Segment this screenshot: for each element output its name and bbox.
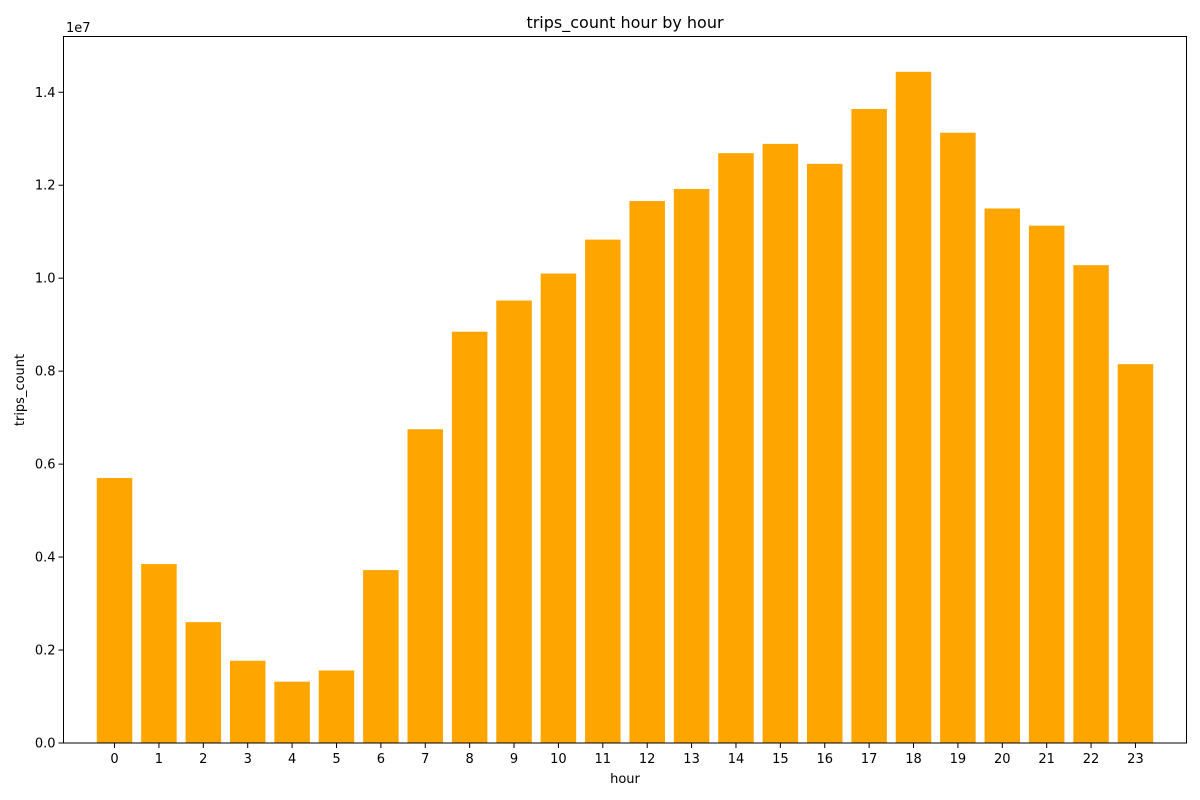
bar-hour-17 [851, 109, 887, 743]
x-tick-label: 12 [639, 752, 656, 767]
x-tick-label: 4 [288, 752, 296, 767]
x-axis-label: hour [610, 772, 640, 787]
bar-hour-5 [318, 670, 355, 743]
x-tick-label: 15 [772, 752, 789, 767]
bar-hour-21 [1028, 225, 1065, 744]
y-tick-label: 0.0 [35, 737, 56, 752]
x-tick-label: 6 [377, 752, 385, 767]
y-tick-label: 0.4 [35, 551, 56, 566]
x-tick-label: 23 [1127, 752, 1144, 767]
bar-hour-22 [1073, 265, 1109, 743]
x-tick-label: 13 [683, 752, 700, 767]
y-tick-label: 1.4 [35, 86, 56, 101]
bar-hour-15 [762, 143, 799, 743]
x-tick-label: 17 [861, 752, 878, 767]
bar-hour-18 [895, 71, 932, 743]
bar-hour-20 [984, 208, 1021, 744]
bar-hour-16 [806, 163, 843, 744]
bar-hour-6 [363, 570, 399, 743]
bar-hour-2 [185, 622, 222, 743]
x-tick-label: 21 [1038, 752, 1055, 767]
x-tick-label: 22 [1083, 752, 1100, 767]
y-tick-label: 0.2 [35, 644, 56, 659]
x-tick-label: 18 [905, 752, 922, 767]
x-tick-label: 8 [466, 752, 474, 767]
y-offset-label: 1e7 [66, 21, 91, 36]
bar-hour-14 [718, 153, 754, 744]
x-tick-label: 3 [244, 752, 252, 767]
y-tick-label: 1.0 [35, 272, 56, 287]
bar-hour-1 [141, 564, 177, 743]
x-tick-label: 2 [199, 752, 207, 767]
bars-group [96, 71, 1154, 744]
x-tick-label: 7 [421, 752, 429, 767]
bar-hour-23 [1117, 364, 1154, 743]
x-tick-label: 0 [110, 752, 118, 767]
y-tick-label: 0.6 [35, 458, 56, 473]
x-tick-label: 1 [155, 752, 163, 767]
bar-hour-8 [451, 331, 488, 743]
x-tick-label: 11 [595, 752, 612, 767]
bar-hour-9 [496, 300, 532, 743]
x-tick-label: 16 [816, 752, 833, 767]
y-axis-label: trips_count [13, 354, 28, 426]
bar-hour-19 [940, 132, 976, 743]
y-tick-label: 1.2 [35, 179, 56, 194]
bar-hour-13 [673, 188, 710, 743]
x-tick-label: 5 [332, 752, 340, 767]
y-tick-label: 0.8 [35, 365, 56, 380]
bar-hour-0 [96, 478, 133, 743]
plot-frame [63, 36, 1187, 744]
bar-hour-11 [585, 239, 621, 743]
chart-title: trips_count hour by hour [526, 13, 724, 33]
bar-hour-12 [629, 201, 665, 744]
bar-hour-10 [540, 273, 577, 743]
bar-hour-3 [229, 660, 266, 743]
bar-hour-4 [274, 681, 310, 743]
bar-hour-7 [407, 429, 444, 743]
x-tick-label: 10 [550, 752, 567, 767]
x-tick-label: 20 [994, 752, 1011, 767]
x-tick-label: 9 [510, 752, 518, 767]
x-tick-label: 14 [728, 752, 745, 767]
x-ticks-group: 0 1 2 3 4 5 6 7 8 9 10 11 12 13 14 15 16 17 18 19 20 21 22 23 [110, 743, 1144, 767]
x-tick-label: 19 [950, 752, 967, 767]
y-ticks-group: 0.0 0.2 0.4 0.6 0.8 1.0 1.2 1.4 [35, 86, 64, 752]
